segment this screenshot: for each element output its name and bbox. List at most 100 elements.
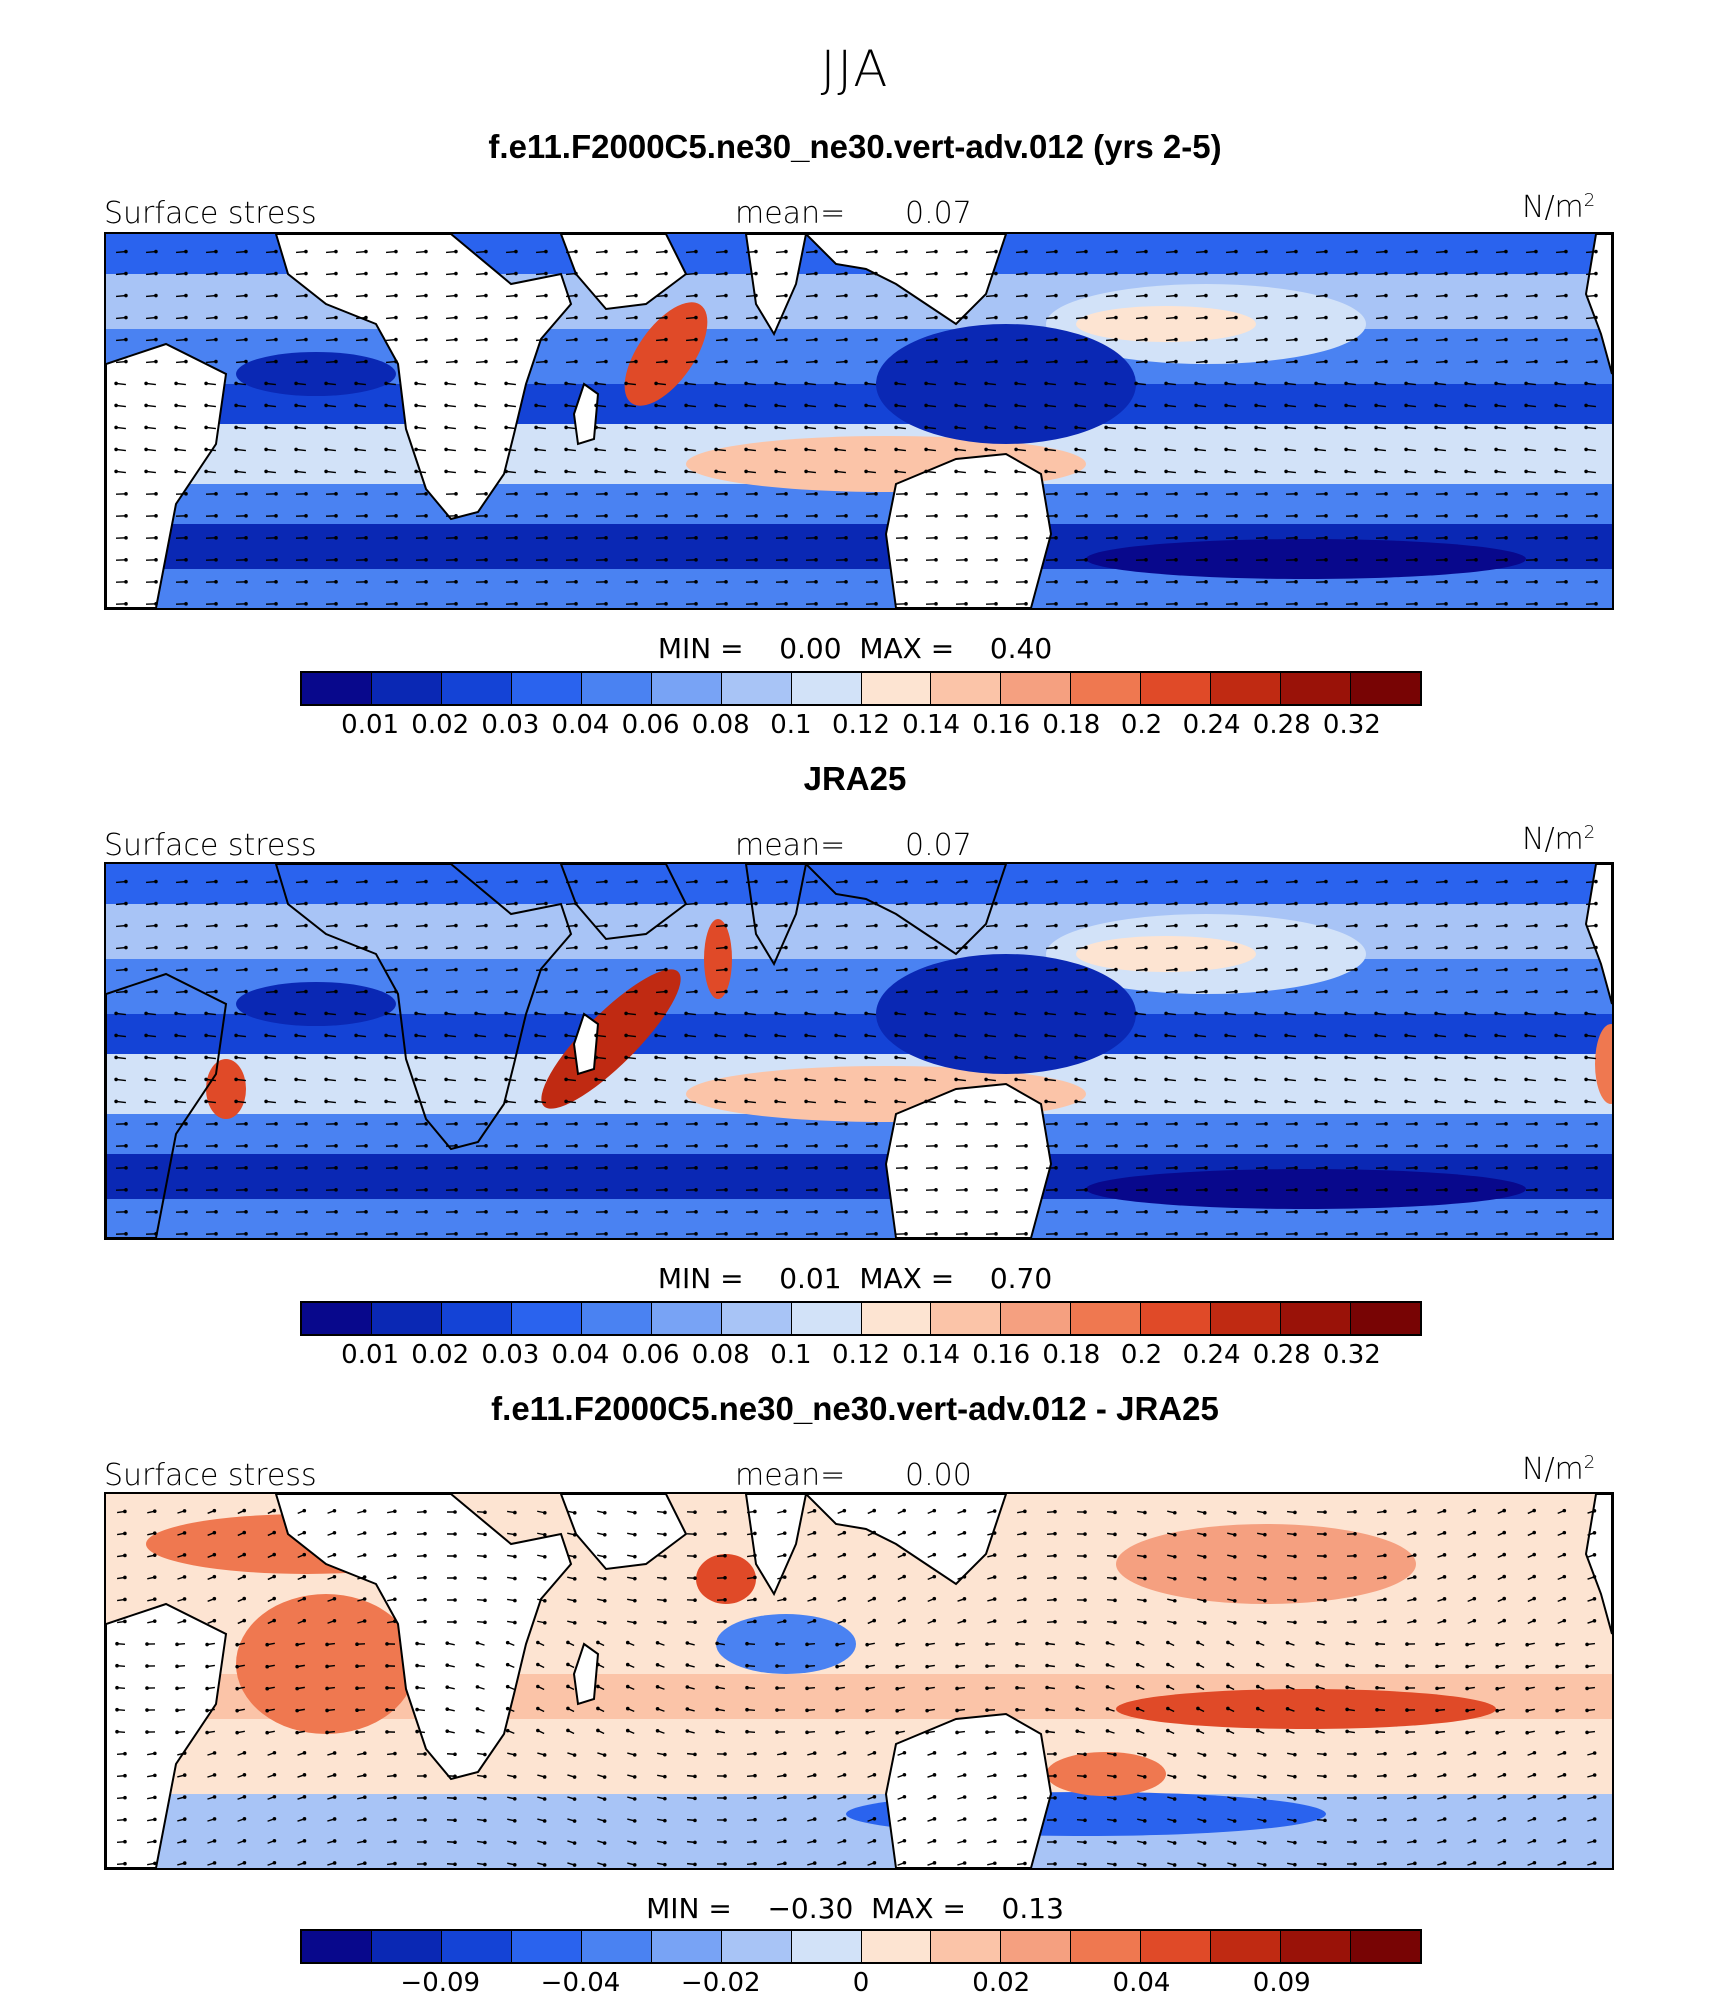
colorbar-tick-label: 0.08 <box>691 1340 750 1370</box>
colorbar-tick-label: 0.32 <box>1322 1340 1381 1370</box>
colorbar <box>300 1929 1422 1964</box>
colorbar-swatch <box>651 673 722 704</box>
colorbar-tick-label: −0.02 <box>680 1968 761 1998</box>
colorbar-tick-label: 0.02 <box>411 710 470 740</box>
coastline-india <box>744 234 808 337</box>
colorbar-swatch <box>791 1303 862 1334</box>
colorbar-swatch <box>931 673 1002 704</box>
coastline-australia <box>884 452 1053 608</box>
colorbar-swatch <box>1211 673 1282 704</box>
mean-label: mean= <box>735 196 846 231</box>
colorbar-swatch <box>581 1303 652 1334</box>
coastline-madagascar <box>572 382 600 446</box>
mean-value: 0.07 <box>905 196 972 231</box>
colorbar-swatch <box>1281 673 1352 704</box>
map-panel-3 <box>104 1492 1614 1870</box>
colorbar-tick-label: 0.12 <box>832 710 890 740</box>
coastline-africa <box>274 864 573 1151</box>
colorbar-swatch <box>721 1931 792 1962</box>
colorbar-swatch <box>441 1931 512 1962</box>
colorbar-tick-label: 0.28 <box>1252 710 1311 740</box>
field-label: Surface stress <box>104 196 317 231</box>
colorbar-tick-label: 0.28 <box>1252 1340 1311 1370</box>
colorbar-tick-label: 0.04 <box>551 1340 610 1370</box>
coastline-madagascar <box>572 1012 600 1076</box>
colorbar-swatch <box>1211 1303 1282 1334</box>
colorbar-tick-label: 0 <box>852 1968 870 1998</box>
wind-vectors <box>115 1508 1597 1867</box>
colorbar-swatch <box>1001 1931 1072 1962</box>
colorbar-ticks: 0.01 0.02 0.03 0.04 0.06 0.08 0.1 0.12 0.14 0.16 0… <box>300 1340 1422 1370</box>
wind-vectors <box>114 879 1598 1236</box>
colorbar-swatch <box>791 673 862 704</box>
mean-value: 0.00 <box>905 1458 972 1493</box>
colorbar-tick-label: 0.02 <box>972 1968 1031 1998</box>
colorbar-tick-label: 0.1 <box>770 1340 812 1370</box>
colorbar-tick-label: 0.18 <box>1042 1340 1101 1370</box>
colorbar-swatch <box>511 1303 582 1334</box>
colorbar-swatch <box>1001 1303 1072 1334</box>
coastline-madagascar <box>572 1642 600 1706</box>
coastline-namerica <box>1584 1494 1612 1635</box>
colorbar-tick-label: 0.16 <box>972 710 1031 740</box>
colorbar-swatch <box>1211 1931 1282 1962</box>
colorbar-swatch <box>1071 1931 1142 1962</box>
colorbar-swatch <box>441 673 512 704</box>
colorbar-swatch <box>441 1303 512 1334</box>
coastline-asia <box>804 1494 1008 1586</box>
colorbar-tick-label: 0.08 <box>691 710 750 740</box>
field-map <box>106 864 1612 1238</box>
coastline-india <box>744 1494 808 1597</box>
colorbar-tick-label: 0.02 <box>411 1340 470 1370</box>
colorbar-swatch <box>371 673 442 704</box>
colorbar-swatch <box>302 1303 372 1334</box>
colorbar-tick-label: 0.1 <box>770 710 812 740</box>
colorbar-tick-label: 0.14 <box>902 1340 961 1370</box>
colorbar-tick-label: 0.12 <box>832 1340 890 1370</box>
colorbar-swatch <box>1141 673 1212 704</box>
colorbar-swatch <box>721 1303 792 1334</box>
colorbar-tick-label: −0.04 <box>540 1968 621 1998</box>
coastline-australia <box>884 1082 1053 1238</box>
colorbar-tick-label: 0.03 <box>481 710 540 740</box>
colorbar-swatch <box>581 673 652 704</box>
map-panel-1 <box>104 232 1614 610</box>
colorbar-tick-label: 0.24 <box>1182 710 1241 740</box>
colorbar-swatch <box>1351 1303 1420 1334</box>
colorbar-tick-label: 0.14 <box>902 710 961 740</box>
colorbar-tick-label: 0.01 <box>341 710 400 740</box>
colorbar-swatch <box>1001 673 1072 704</box>
colorbar-ticks: −0.09 −0.04 −0.02 0 0.02 0.04 0.09 <box>300 1968 1422 1998</box>
colorbar-swatch <box>1071 673 1142 704</box>
colorbar-swatch <box>721 673 792 704</box>
field-map <box>106 1494 1612 1868</box>
coastline-samerica <box>106 1602 228 1868</box>
land-mask <box>106 1494 1612 1868</box>
colorbar-swatch <box>861 1303 932 1334</box>
mean-label: mean= <box>735 1458 846 1493</box>
coastline-samerica <box>106 342 228 608</box>
map-panel-2 <box>104 862 1614 1240</box>
colorbar <box>300 1301 1422 1336</box>
colorbar-tick-label: 0.16 <box>972 1340 1031 1370</box>
colorbar-swatch <box>1071 1303 1142 1334</box>
colorbar-tick-label: 0.03 <box>481 1340 540 1370</box>
colorbar-swatch <box>1281 1303 1352 1334</box>
colorbar-swatch <box>1141 1931 1212 1962</box>
colorbar-swatch <box>931 1303 1002 1334</box>
min-max-readout: MIN = 0.01 MAX = 0.70 <box>657 1262 1053 1295</box>
coastline-australia <box>884 1712 1053 1868</box>
field-label: Surface stress <box>104 1458 317 1493</box>
colorbar-tick-label: 0.32 <box>1322 710 1381 740</box>
coastline-namerica <box>1584 234 1612 375</box>
min-max-readout: MIN = 0.00 MAX = 0.40 <box>657 632 1053 665</box>
colorbar-swatch <box>371 1931 442 1962</box>
colorbar-swatch <box>511 1931 582 1962</box>
colorbar-swatch <box>1351 673 1420 704</box>
coastline-india <box>744 864 808 967</box>
colorbar-tick-label: 0.01 <box>341 1340 400 1370</box>
unit-label: N/m2 <box>1522 190 1596 225</box>
colorbar-tick-label: 0.06 <box>621 710 680 740</box>
colorbar-swatch <box>1281 1931 1352 1962</box>
colorbar-swatch <box>302 673 372 704</box>
